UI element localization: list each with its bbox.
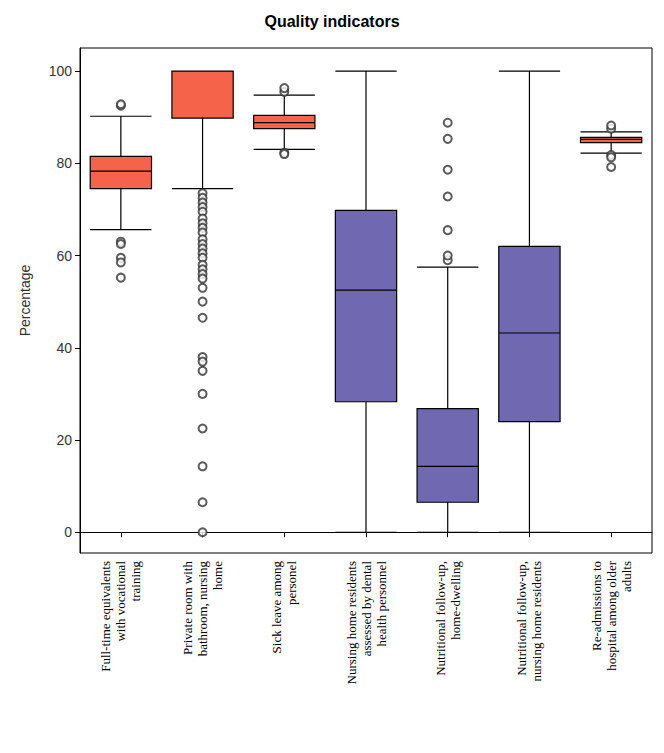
svg-text:personel: personel [284, 561, 299, 605]
svg-text:bathroom, nursing: bathroom, nursing [195, 561, 210, 657]
svg-text:hospital among older: hospital among older [604, 560, 619, 670]
svg-text:Sick leave among: Sick leave among [269, 561, 284, 654]
svg-text:60: 60 [56, 248, 72, 264]
svg-text:Private room with: Private room with [180, 561, 195, 655]
svg-text:100: 100 [49, 63, 73, 79]
svg-text:20: 20 [56, 432, 72, 448]
svg-text:Nutritional follow-up,: Nutritional follow-up, [433, 561, 448, 676]
svg-text:Percentage: Percentage [17, 264, 33, 336]
svg-text:assessed by dental: assessed by dental [359, 561, 374, 657]
svg-text:training: training [128, 561, 143, 602]
svg-text:with vocational: with vocational [113, 561, 128, 642]
svg-text:Quality indicators: Quality indicators [264, 13, 399, 30]
svg-text:Nursing home residents: Nursing home residents [344, 561, 359, 684]
svg-text:home-dwelling: home-dwelling [448, 561, 463, 640]
svg-text:adults: adults [619, 561, 634, 592]
svg-text:home: home [210, 561, 225, 590]
svg-text:Re-admissions to: Re-admissions to [589, 561, 604, 651]
svg-text:40: 40 [56, 340, 72, 356]
svg-text:Full-time equivalents: Full-time equivalents [98, 561, 113, 672]
svg-text:health personnel: health personnel [374, 561, 389, 647]
svg-text:0: 0 [64, 524, 72, 540]
svg-text:Nutritional follow-up,: Nutritional follow-up, [514, 561, 529, 676]
svg-text:80: 80 [56, 155, 72, 171]
svg-text:nursing home residents: nursing home residents [529, 561, 544, 682]
